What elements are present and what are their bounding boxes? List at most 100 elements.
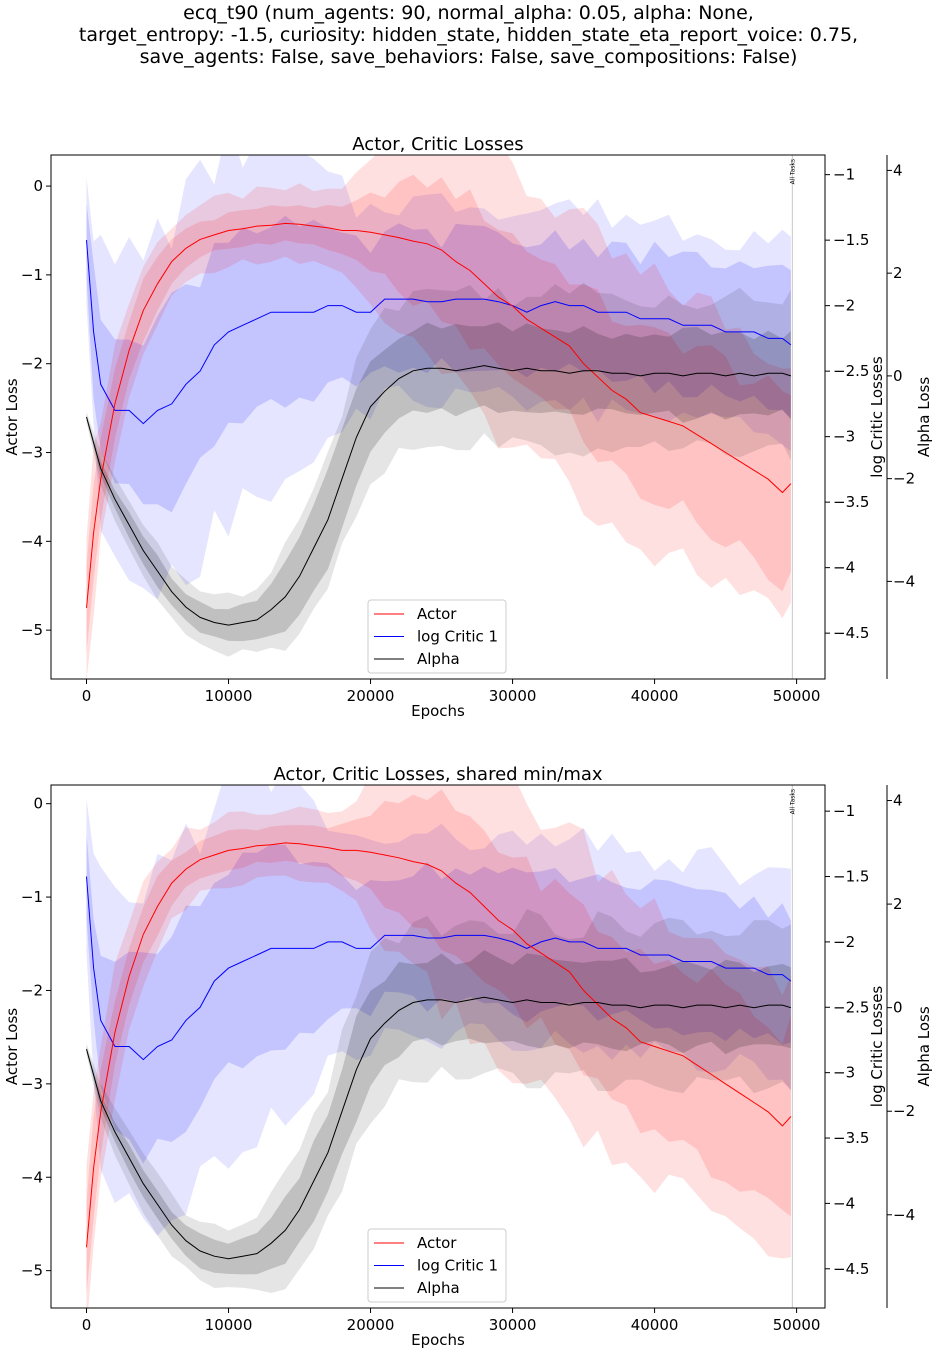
y-right-tick-label: −4 <box>833 559 855 577</box>
alpha-tick-label: −4 <box>893 572 915 590</box>
chart-panel-1: All Tasks 0 10000 20000 30000 40000 50000 Epoch… <box>3 134 933 720</box>
chart-title: Actor, Critic Losses <box>352 134 523 155</box>
y-right-tick-label: −4.5 <box>833 1260 869 1278</box>
legend-label: Actor <box>417 1234 457 1252</box>
alpha-tick-label: 0 <box>893 999 903 1017</box>
x-tick-label: 10000 <box>205 687 253 705</box>
x-tick-label: 40000 <box>631 1316 679 1334</box>
suptitle-line-1: ecq_t90 (num_agents: 90, normal_alpha: 0… <box>183 2 754 24</box>
plot-area <box>86 155 793 679</box>
series-line-actor <box>86 842 792 1248</box>
chart-panel-2: All Tasks 0 10000 20000 30000 40000 50000 Epoch… <box>3 764 933 1349</box>
y-right-axis-label: log Critic Losses <box>868 356 886 478</box>
alpha-tick-label: 2 <box>893 895 903 913</box>
y-left-tick-label: −3 <box>21 444 43 462</box>
y-left-axis-label: Actor Loss <box>3 1008 21 1085</box>
plot-area <box>86 785 793 1308</box>
marker-label: All Tasks <box>789 159 796 184</box>
marker-label: All Tasks <box>789 789 796 814</box>
legend-label: Alpha <box>417 1279 460 1297</box>
suptitle-line-3: save_agents: False, save_behaviors: Fals… <box>139 46 798 68</box>
y-right-tick-label: −1 <box>833 166 855 184</box>
series-line-actor <box>86 222 792 608</box>
band-inner-alpha <box>86 950 791 1275</box>
y-left-tick-label: −5 <box>21 1262 43 1280</box>
series-line-log-critic-1 <box>86 240 792 425</box>
y-left-tick-label: −1 <box>21 266 43 284</box>
x-tick-label: 50000 <box>773 1316 821 1334</box>
x-axis-label: Epochs <box>411 702 465 720</box>
series-line-log-critic-1 <box>86 876 792 1061</box>
series-line-alpha <box>86 996 792 1260</box>
chart-title: Actor, Critic Losses, shared min/max <box>273 764 602 785</box>
plot-frame <box>50 154 826 680</box>
alpha-axis-label: Alpha Loss <box>915 377 933 458</box>
y-right-tick-label: −2 <box>833 933 855 951</box>
x-tick-label: 30000 <box>489 1316 537 1334</box>
y-right-tick-label: −1 <box>833 802 855 820</box>
band-inner-alpha <box>86 322 791 642</box>
x-tick-label: 20000 <box>347 687 395 705</box>
legend-label: Alpha <box>417 650 460 668</box>
band-inner-log-critic-1 <box>86 203 791 513</box>
band-inner-actor <box>86 789 791 1295</box>
alpha-tick-label: 4 <box>893 792 903 810</box>
alpha-tick-label: −2 <box>893 470 915 488</box>
y-left-tick-label: −4 <box>21 1168 43 1186</box>
alpha-tick-label: −4 <box>893 1206 915 1224</box>
y-right-tick-label: −3.5 <box>833 1129 869 1147</box>
x-tick-label: 10000 <box>205 1316 253 1334</box>
x-tick-label: 30000 <box>489 687 537 705</box>
band-inner-actor <box>86 174 791 653</box>
alpha-tick-label: 2 <box>893 264 903 282</box>
band-outer-log-critic-1 <box>86 785 791 1236</box>
series-line-alpha <box>86 365 792 626</box>
x-tick-label: 40000 <box>631 687 679 705</box>
y-right-axis-label: log Critic Losses <box>868 986 886 1108</box>
band-outer-alpha <box>86 282 791 657</box>
y-left-tick-label: 0 <box>33 795 43 813</box>
band-outer-actor <box>86 785 791 1308</box>
x-tick-label: 20000 <box>347 1316 395 1334</box>
y-right-tick-label: −3 <box>833 1064 855 1082</box>
y-right-tick-label: −2.5 <box>833 998 869 1016</box>
alpha-tick-label: 0 <box>893 367 903 385</box>
y-right-tick-label: −1.5 <box>833 868 869 886</box>
legend: Actor log Critic 1 Alpha <box>367 1228 507 1303</box>
band-outer-actor <box>86 155 791 679</box>
y-left-tick-label: −2 <box>21 981 43 999</box>
plot-frame <box>50 784 826 1309</box>
y-right-tick-label: −2.5 <box>833 362 869 380</box>
legend-label: log Critic 1 <box>417 1257 498 1275</box>
y-left-tick-label: 0 <box>33 177 43 195</box>
y-left-tick-label: −2 <box>21 355 43 373</box>
figure-suptitle: ecq_t90 (num_agents: 90, normal_alpha: 0… <box>0 2 937 68</box>
band-outer-log-critic-1 <box>86 155 791 600</box>
legend-box <box>367 1228 507 1303</box>
legend-label: Actor <box>417 605 457 623</box>
x-tick-label: 0 <box>82 1316 92 1334</box>
alpha-tick-label: −2 <box>893 1102 915 1120</box>
legend-label: log Critic 1 <box>417 628 498 646</box>
y-left-axis-label: Actor Loss <box>3 378 21 455</box>
suptitle-line-2: target_entropy: -1.5, curiosity: hidden_… <box>78 24 859 46</box>
y-left-tick-label: −1 <box>21 888 43 906</box>
legend-box <box>367 599 507 674</box>
legend: Actor log Critic 1 Alpha <box>367 599 507 674</box>
x-axis-label: Epochs <box>411 1331 465 1349</box>
y-right-tick-label: −3.5 <box>833 493 869 511</box>
y-right-tick-label: −3 <box>833 428 855 446</box>
y-right-tick-label: −2 <box>833 297 855 315</box>
y-left-tick-label: −5 <box>21 621 43 639</box>
y-left-tick-label: −3 <box>21 1075 43 1093</box>
y-right-tick-label: −4.5 <box>833 624 869 642</box>
y-right-tick-label: −4 <box>833 1194 855 1212</box>
band-inner-log-critic-1 <box>86 833 791 1164</box>
alpha-tick-label: 4 <box>893 161 903 179</box>
x-tick-label: 0 <box>82 687 92 705</box>
alpha-axis-label: Alpha Loss <box>915 1006 933 1087</box>
y-right-tick-label: −1.5 <box>833 231 869 249</box>
x-tick-label: 50000 <box>773 687 821 705</box>
y-left-tick-label: −4 <box>21 532 43 550</box>
